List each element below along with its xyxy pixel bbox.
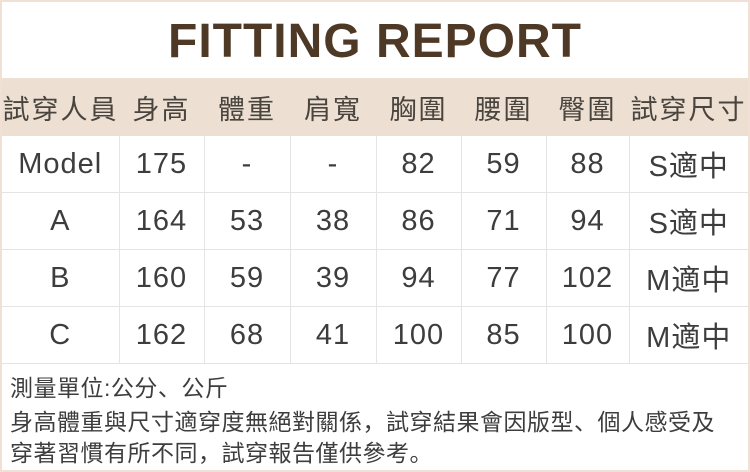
cell-bust: 100 xyxy=(376,306,462,364)
cell-hip: 102 xyxy=(546,249,630,307)
cell-bust: 82 xyxy=(376,136,462,193)
cell-hip: 94 xyxy=(546,192,630,250)
col-header-fit-size: 試穿尺寸 xyxy=(629,78,748,136)
cell-height: 160 xyxy=(119,249,205,307)
table-row: B 160 59 39 94 77 102 M適中 xyxy=(2,249,748,307)
col-header-tester: 試穿人員 xyxy=(2,78,119,136)
cell-shoulder: 38 xyxy=(290,192,377,250)
table-row: Model 175 - - 82 59 88 S適中 xyxy=(2,136,748,193)
cell-weight: - xyxy=(204,136,291,193)
table-row: A 164 53 38 86 71 94 S適中 xyxy=(2,192,748,250)
col-header-height: 身高 xyxy=(119,78,204,136)
cell-height: 175 xyxy=(119,136,205,193)
cell-shoulder: 41 xyxy=(290,306,377,364)
disclaimer-note: 身高體重與尺寸適穿度無絕對關係，試穿結果會因版型、個人感受及穿著習慣有所不同，試… xyxy=(10,409,715,466)
cell-bust: 86 xyxy=(376,192,462,250)
cell-waist: 85 xyxy=(461,306,547,364)
table-header-row: 試穿人員 身高 體重 肩寬 胸圍 腰圍 臀圍 試穿尺寸 xyxy=(2,78,748,136)
fitting-table: 試穿人員 身高 體重 肩寬 胸圍 腰圍 臀圍 試穿尺寸 Model 175 - … xyxy=(2,78,748,364)
measurement-unit-note: 測量單位:公分、公斤 xyxy=(10,375,229,401)
cell-fit-size: M適中 xyxy=(629,306,748,364)
col-header-bust: 胸圍 xyxy=(376,78,461,136)
page-title: FITTING REPORT xyxy=(168,15,582,68)
cell-tester: C xyxy=(2,306,120,364)
cell-height: 164 xyxy=(119,192,205,250)
cell-tester: B xyxy=(2,249,120,307)
cell-fit-size: S適中 xyxy=(629,136,748,193)
table-row: C 162 68 41 100 85 100 M適中 xyxy=(2,306,748,364)
cell-fit-size: M適中 xyxy=(629,249,748,307)
cell-waist: 71 xyxy=(461,192,547,250)
cell-shoulder: - xyxy=(290,136,377,193)
cell-weight: 68 xyxy=(204,306,291,364)
cell-height: 162 xyxy=(119,306,205,364)
cell-hip: 88 xyxy=(546,136,630,193)
cell-tester: A xyxy=(2,192,120,250)
cell-hip: 100 xyxy=(546,306,630,364)
cell-fit-size: S適中 xyxy=(629,192,748,250)
footnotes: 測量單位:公分、公斤 身高體重與尺寸適穿度無絕對關係，試穿結果會因版型、個人感受… xyxy=(2,364,748,469)
cell-bust: 94 xyxy=(376,249,462,307)
col-header-waist: 腰圍 xyxy=(461,78,546,136)
cell-waist: 59 xyxy=(461,136,547,193)
col-header-hip: 臀圍 xyxy=(546,78,629,136)
cell-weight: 53 xyxy=(204,192,291,250)
cell-weight: 59 xyxy=(204,249,291,307)
col-header-weight: 體重 xyxy=(204,78,290,136)
cell-tester: Model xyxy=(2,136,120,193)
cell-shoulder: 39 xyxy=(290,249,377,307)
col-header-shoulder: 肩寬 xyxy=(290,78,376,136)
cell-waist: 77 xyxy=(461,249,547,307)
